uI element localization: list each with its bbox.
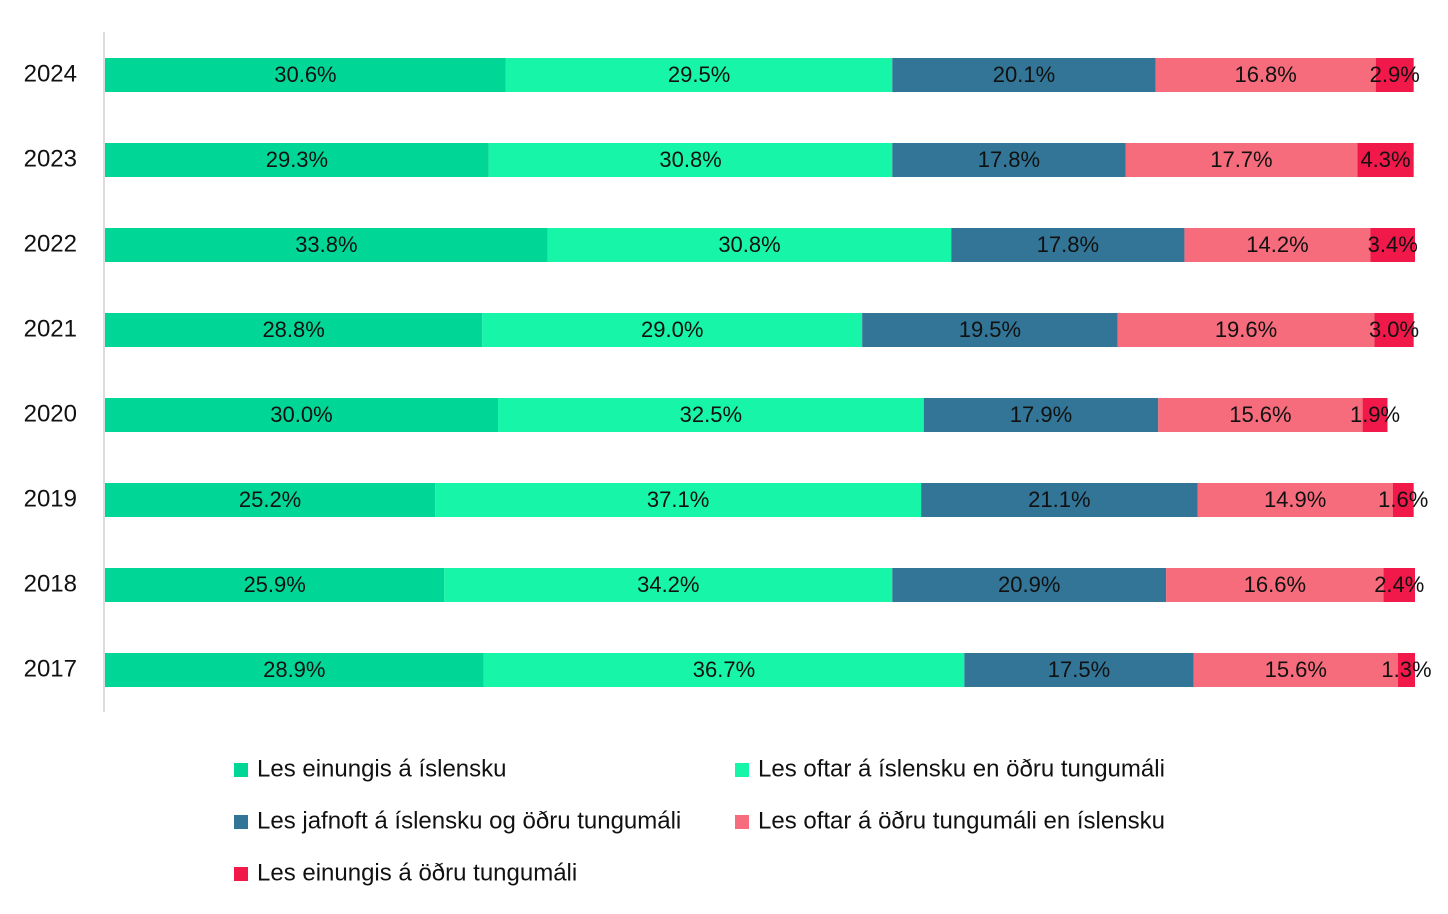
legend-label: Les oftar á öðru tungumáli en íslensku <box>758 807 1165 834</box>
data-label: 14.9% <box>1264 487 1326 512</box>
bar-segment <box>1370 228 1415 262</box>
bar-segment <box>435 483 922 517</box>
legend-swatch <box>234 867 248 881</box>
data-label: 15.6% <box>1229 402 1291 427</box>
bar-segment <box>1158 398 1363 432</box>
bar-segment <box>482 313 863 347</box>
y-tick-label: 2017 <box>24 655 77 682</box>
data-label: 29.5% <box>668 62 730 87</box>
y-tick-label: 2024 <box>24 60 77 87</box>
bar-segment <box>1375 58 1414 92</box>
bar-segment <box>1197 483 1393 517</box>
data-label: 17.7% <box>1210 147 1272 172</box>
bar-segment <box>1357 143 1414 177</box>
bar-segment <box>1193 653 1398 687</box>
bar-segment <box>862 313 1118 347</box>
data-label: 28.8% <box>262 317 324 342</box>
data-label: 29.0% <box>641 317 703 342</box>
data-label: 17.9% <box>1010 402 1072 427</box>
bar-segment <box>488 143 893 177</box>
legend-swatch <box>234 815 248 829</box>
bar-segment <box>505 58 893 92</box>
bar-segment <box>921 483 1198 517</box>
data-label: 16.8% <box>1234 62 1296 87</box>
legend-label: Les einungis á öðru tungumáli <box>257 859 577 886</box>
bar-segment <box>105 58 506 92</box>
bar-segment <box>1125 143 1358 177</box>
y-tick-label: 2020 <box>24 400 77 427</box>
bar-segment <box>1397 653 1415 687</box>
data-label: 1.9% <box>1350 402 1400 427</box>
bar-segment <box>105 483 436 517</box>
bar-segment <box>1155 58 1376 92</box>
data-label: 1.3% <box>1381 657 1431 682</box>
data-label: 1.6% <box>1378 487 1428 512</box>
legend-swatch <box>234 763 248 777</box>
y-tick-label: 2018 <box>24 570 77 597</box>
legend-label: Les oftar á íslensku en öðru tungumáli <box>758 755 1165 782</box>
bar-segment <box>1166 568 1384 602</box>
data-label: 32.5% <box>680 402 742 427</box>
data-label: 30.6% <box>274 62 336 87</box>
data-label: 30.8% <box>659 147 721 172</box>
bar-segment <box>547 228 952 262</box>
data-label: 3.4% <box>1368 232 1418 257</box>
data-label: 16.6% <box>1244 572 1306 597</box>
bar-segment <box>105 313 483 347</box>
legend-swatch <box>735 815 749 829</box>
y-tick-label: 2022 <box>24 230 77 257</box>
bar-segment <box>892 568 1167 602</box>
y-tick-label: 2021 <box>24 315 77 342</box>
data-label: 15.6% <box>1265 657 1327 682</box>
data-label: 20.9% <box>998 572 1060 597</box>
data-label: 30.8% <box>718 232 780 257</box>
bar-segment <box>1383 568 1415 602</box>
bar-segment <box>892 58 1156 92</box>
bar-segment <box>483 653 965 687</box>
bar-segment <box>892 143 1126 177</box>
bar-segment <box>105 653 484 687</box>
bar-segment <box>923 398 1159 432</box>
bar-segment <box>498 398 924 432</box>
data-label: 29.3% <box>266 147 328 172</box>
data-label: 4.3% <box>1360 147 1410 172</box>
data-label: 17.5% <box>1048 657 1110 682</box>
data-label: 17.8% <box>978 147 1040 172</box>
legend-label: Les einungis á íslensku <box>257 755 507 782</box>
data-label: 2.4% <box>1374 572 1424 597</box>
bar-segment <box>105 228 548 262</box>
y-tick-label: 2023 <box>24 145 77 172</box>
bar-segment <box>444 568 893 602</box>
legend-label: Les jafnoft á íslensku og öðru tungumáli <box>257 807 681 834</box>
data-label: 19.6% <box>1215 317 1277 342</box>
bar-segment <box>964 653 1194 687</box>
y-tick-label: 2019 <box>24 485 77 512</box>
data-label: 30.0% <box>270 402 332 427</box>
bar-segment <box>1117 313 1375 347</box>
data-label: 34.2% <box>637 572 699 597</box>
data-label: 33.8% <box>295 232 357 257</box>
data-label: 19.5% <box>959 317 1021 342</box>
data-label: 36.7% <box>693 657 755 682</box>
data-label: 20.1% <box>993 62 1055 87</box>
data-label: 14.2% <box>1246 232 1308 257</box>
bar-segment <box>105 398 498 432</box>
bar-segment <box>1362 398 1388 432</box>
bar-segment <box>951 228 1185 262</box>
bar-segment <box>1374 313 1414 347</box>
data-label: 17.8% <box>1037 232 1099 257</box>
data-label: 25.9% <box>243 572 305 597</box>
data-label: 2.9% <box>1370 62 1420 87</box>
data-label: 28.9% <box>263 657 325 682</box>
data-label: 3.0% <box>1369 317 1419 342</box>
legend-swatch <box>735 763 749 777</box>
bar-segment <box>1184 228 1371 262</box>
bar-segment <box>105 568 445 602</box>
data-label: 37.1% <box>647 487 709 512</box>
data-label: 21.1% <box>1028 487 1090 512</box>
data-label: 25.2% <box>239 487 301 512</box>
bar-segment <box>1392 483 1414 517</box>
bar-segment <box>105 143 489 177</box>
